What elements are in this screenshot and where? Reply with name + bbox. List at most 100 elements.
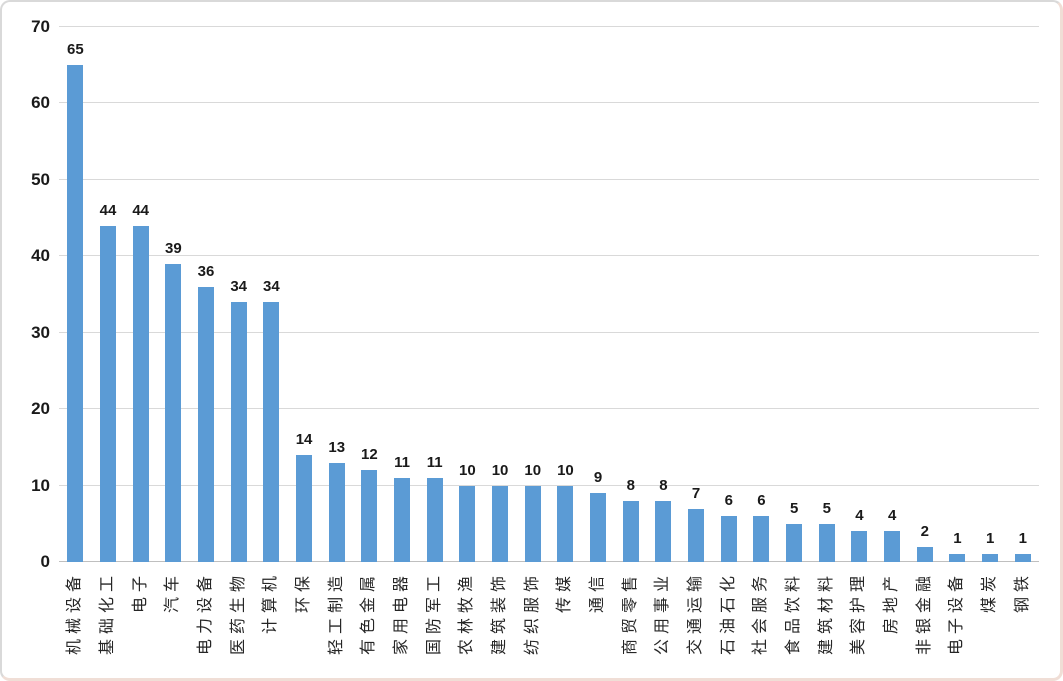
bar — [655, 500, 672, 562]
y-tick-label: 40 — [31, 246, 50, 266]
x-label-column: 电力设备 — [190, 563, 223, 678]
x-axis-label: 纺织服饰 — [523, 571, 541, 656]
bar-value-label: 10 — [459, 461, 476, 479]
x-axis-label: 国防军工 — [425, 571, 443, 656]
x-axis-label: 计算机 — [262, 571, 280, 635]
bar-column: 5 — [810, 27, 843, 562]
bar-column: 13 — [320, 27, 353, 562]
bar-value-label: 1 — [953, 530, 962, 548]
x-label-column: 煤炭 — [974, 563, 1007, 678]
bar-value-label: 8 — [626, 476, 635, 494]
bar — [1014, 554, 1031, 562]
y-tick-label: 20 — [31, 399, 50, 419]
bar — [884, 531, 901, 562]
bar-value-label: 6 — [757, 492, 766, 510]
x-axis-label: 商贸零售 — [621, 571, 639, 656]
bar-column: 8 — [614, 27, 647, 562]
x-axis-label: 石油石化 — [719, 571, 737, 656]
bar-value-label: 39 — [165, 239, 182, 257]
x-axis-label: 机械设备 — [66, 571, 84, 656]
x-axis-label: 有色金属 — [360, 571, 378, 656]
bar — [524, 485, 541, 562]
x-label-column: 房地产 — [876, 563, 909, 678]
bar-column: 8 — [647, 27, 680, 562]
bar — [492, 485, 509, 562]
gridline-10 — [59, 484, 1039, 486]
bar — [361, 470, 378, 562]
bar-value-label: 4 — [855, 507, 864, 525]
bar-column: 9 — [582, 27, 615, 562]
bar — [394, 477, 411, 562]
y-tick-label: 30 — [31, 322, 50, 342]
gridline-30 — [59, 331, 1039, 333]
x-label-column: 电子 — [124, 563, 157, 678]
bar-value-label: 5 — [822, 499, 831, 517]
bar — [230, 302, 247, 562]
bar-value-label: 11 — [426, 453, 443, 471]
bar-value-label: 11 — [394, 453, 410, 471]
x-label-column: 钢铁 — [1006, 563, 1039, 678]
x-axis-label: 非银金融 — [915, 571, 933, 656]
x-label-column: 汽车 — [157, 563, 190, 678]
x-axis-label: 汽车 — [164, 571, 182, 614]
bar-column: 12 — [353, 27, 386, 562]
bar-column: 1 — [974, 27, 1007, 562]
bar — [198, 286, 215, 562]
x-label-column: 公用事业 — [647, 563, 680, 678]
bar-column: 1 — [941, 27, 974, 562]
x-label-column: 美容护理 — [843, 563, 876, 678]
gridline-40 — [59, 255, 1039, 257]
bar-column: 10 — [516, 27, 549, 562]
bar — [786, 523, 803, 562]
bar — [263, 302, 280, 562]
plot-area — [59, 26, 1039, 562]
x-label-column: 环保 — [288, 563, 321, 678]
x-axis-label: 家用电器 — [393, 571, 411, 656]
x-axis-label: 环保 — [295, 571, 313, 614]
bar-column: 4 — [876, 27, 909, 562]
x-label-column: 医药生物 — [222, 563, 255, 678]
bar — [622, 500, 639, 562]
bar-value-label: 10 — [524, 461, 542, 479]
bar-column: 10 — [451, 27, 484, 562]
x-axis-labels: 机械设备 基础化工 电子 汽车 电力设备 医药生物 计算机 环保 轻工制造 有色金属 家用电器 国防军… — [59, 563, 1039, 678]
bar — [67, 65, 84, 562]
x-axis-label: 食品饮料 — [785, 571, 803, 656]
x-axis-label: 公用事业 — [654, 571, 672, 656]
x-label-column: 社会服务 — [745, 563, 778, 678]
bar-column: 4 — [843, 27, 876, 562]
x-label-column: 家用电器 — [386, 563, 419, 678]
bar — [165, 263, 182, 562]
bar-value-label: 13 — [328, 438, 346, 456]
bar — [720, 516, 737, 562]
x-label-column: 机械设备 — [59, 563, 92, 678]
bar-value-label: 1 — [1018, 530, 1027, 548]
bar-column: 44 — [124, 27, 157, 562]
x-label-column: 电子设备 — [941, 563, 974, 678]
x-label-column: 纺织服饰 — [516, 563, 549, 678]
x-axis-label: 煤炭 — [981, 571, 999, 614]
x-label-column: 有色金属 — [353, 563, 386, 678]
bar-column: 11 — [386, 27, 419, 562]
x-axis-label: 建筑装饰 — [491, 571, 509, 656]
x-axis-label: 医药生物 — [229, 571, 247, 656]
bar-value-label: 34 — [230, 278, 248, 296]
x-label-column: 交通运输 — [680, 563, 713, 678]
bar — [459, 485, 476, 562]
x-axis-label: 农林牧渔 — [458, 571, 476, 656]
x-axis-label: 电子 — [131, 571, 149, 614]
bar-value-label: 6 — [724, 492, 733, 510]
bar-column: 14 — [288, 27, 321, 562]
bar-column: 34 — [222, 27, 255, 562]
gridline-50 — [59, 178, 1039, 180]
bar-value-label: 2 — [920, 522, 929, 540]
x-axis-label: 房地产 — [883, 571, 901, 635]
bar-value-label: 34 — [263, 278, 280, 296]
bar-column: 36 — [190, 27, 223, 562]
bar-column: 6 — [745, 27, 778, 562]
bar-value-label: 5 — [789, 499, 799, 517]
bar-value-label: 10 — [491, 461, 509, 479]
bar — [590, 493, 607, 562]
x-label-column: 商贸零售 — [614, 563, 647, 678]
